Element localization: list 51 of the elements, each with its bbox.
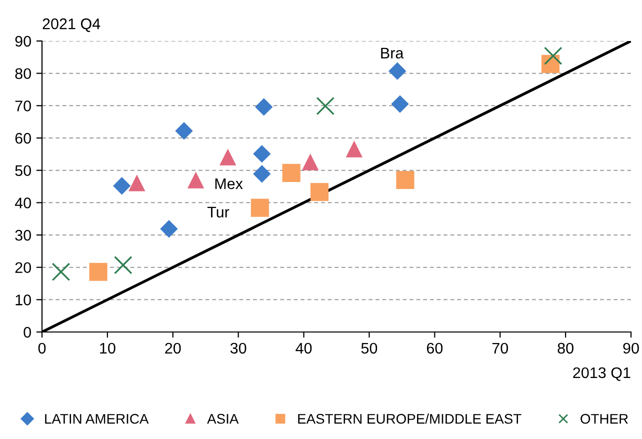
x-tick-label: 90 [623,342,639,354]
x-tick-label: 30 [230,342,246,354]
x-tick-label: 20 [165,342,181,354]
y-tick-label: 90 [15,36,31,47]
point [160,220,178,238]
annotation: Mex [215,178,243,190]
point [89,262,108,281]
point [544,46,562,66]
point [391,95,409,113]
point [253,165,271,183]
point [128,174,146,192]
x-tick-label: 50 [361,342,378,354]
point [113,177,131,195]
x-tick-label: 40 [296,342,312,354]
point [114,256,132,274]
point [310,182,329,202]
y-tick-label: 10 [16,294,31,306]
annotation: Tur [207,206,230,218]
point [250,198,269,217]
annotation: Bra [381,48,404,59]
point [175,122,193,140]
point [316,96,335,116]
y-axis-title: 2021 Q4 [42,18,100,32]
legend-label: LATIN AMERICA [45,414,149,424]
y-tick-label: 70 [15,100,31,112]
point [282,164,300,182]
legend-label: EASTERN EUROPE/MIDDLE EAST [298,414,522,424]
y-tick-label: 30 [15,230,31,241]
x-tick-label: 0 [38,342,46,354]
point [388,62,406,80]
point [302,154,319,170]
x-tick-label: 10 [100,342,116,354]
y-tick-label: 80 [15,68,31,80]
x-tick-label: 70 [492,342,508,354]
y-tick-label: 20 [15,262,31,274]
point [220,148,236,166]
x-tick-label: 80 [558,342,574,354]
y-tick-label: 40 [14,198,31,208]
point [187,172,204,188]
point [52,262,70,282]
legend-label: ASIA [207,414,239,424]
x-tick-label: 60 [426,342,443,354]
y-tick-label: 60 [15,132,31,144]
y-tick-label: 50 [15,165,31,176]
point [396,171,414,190]
legend-label: OTHER [580,414,628,424]
point [253,145,271,163]
x-axis-title: 2013 Q1 [573,367,630,381]
point [255,98,273,116]
point [346,140,363,158]
y-tick-label: 0 [24,326,31,338]
